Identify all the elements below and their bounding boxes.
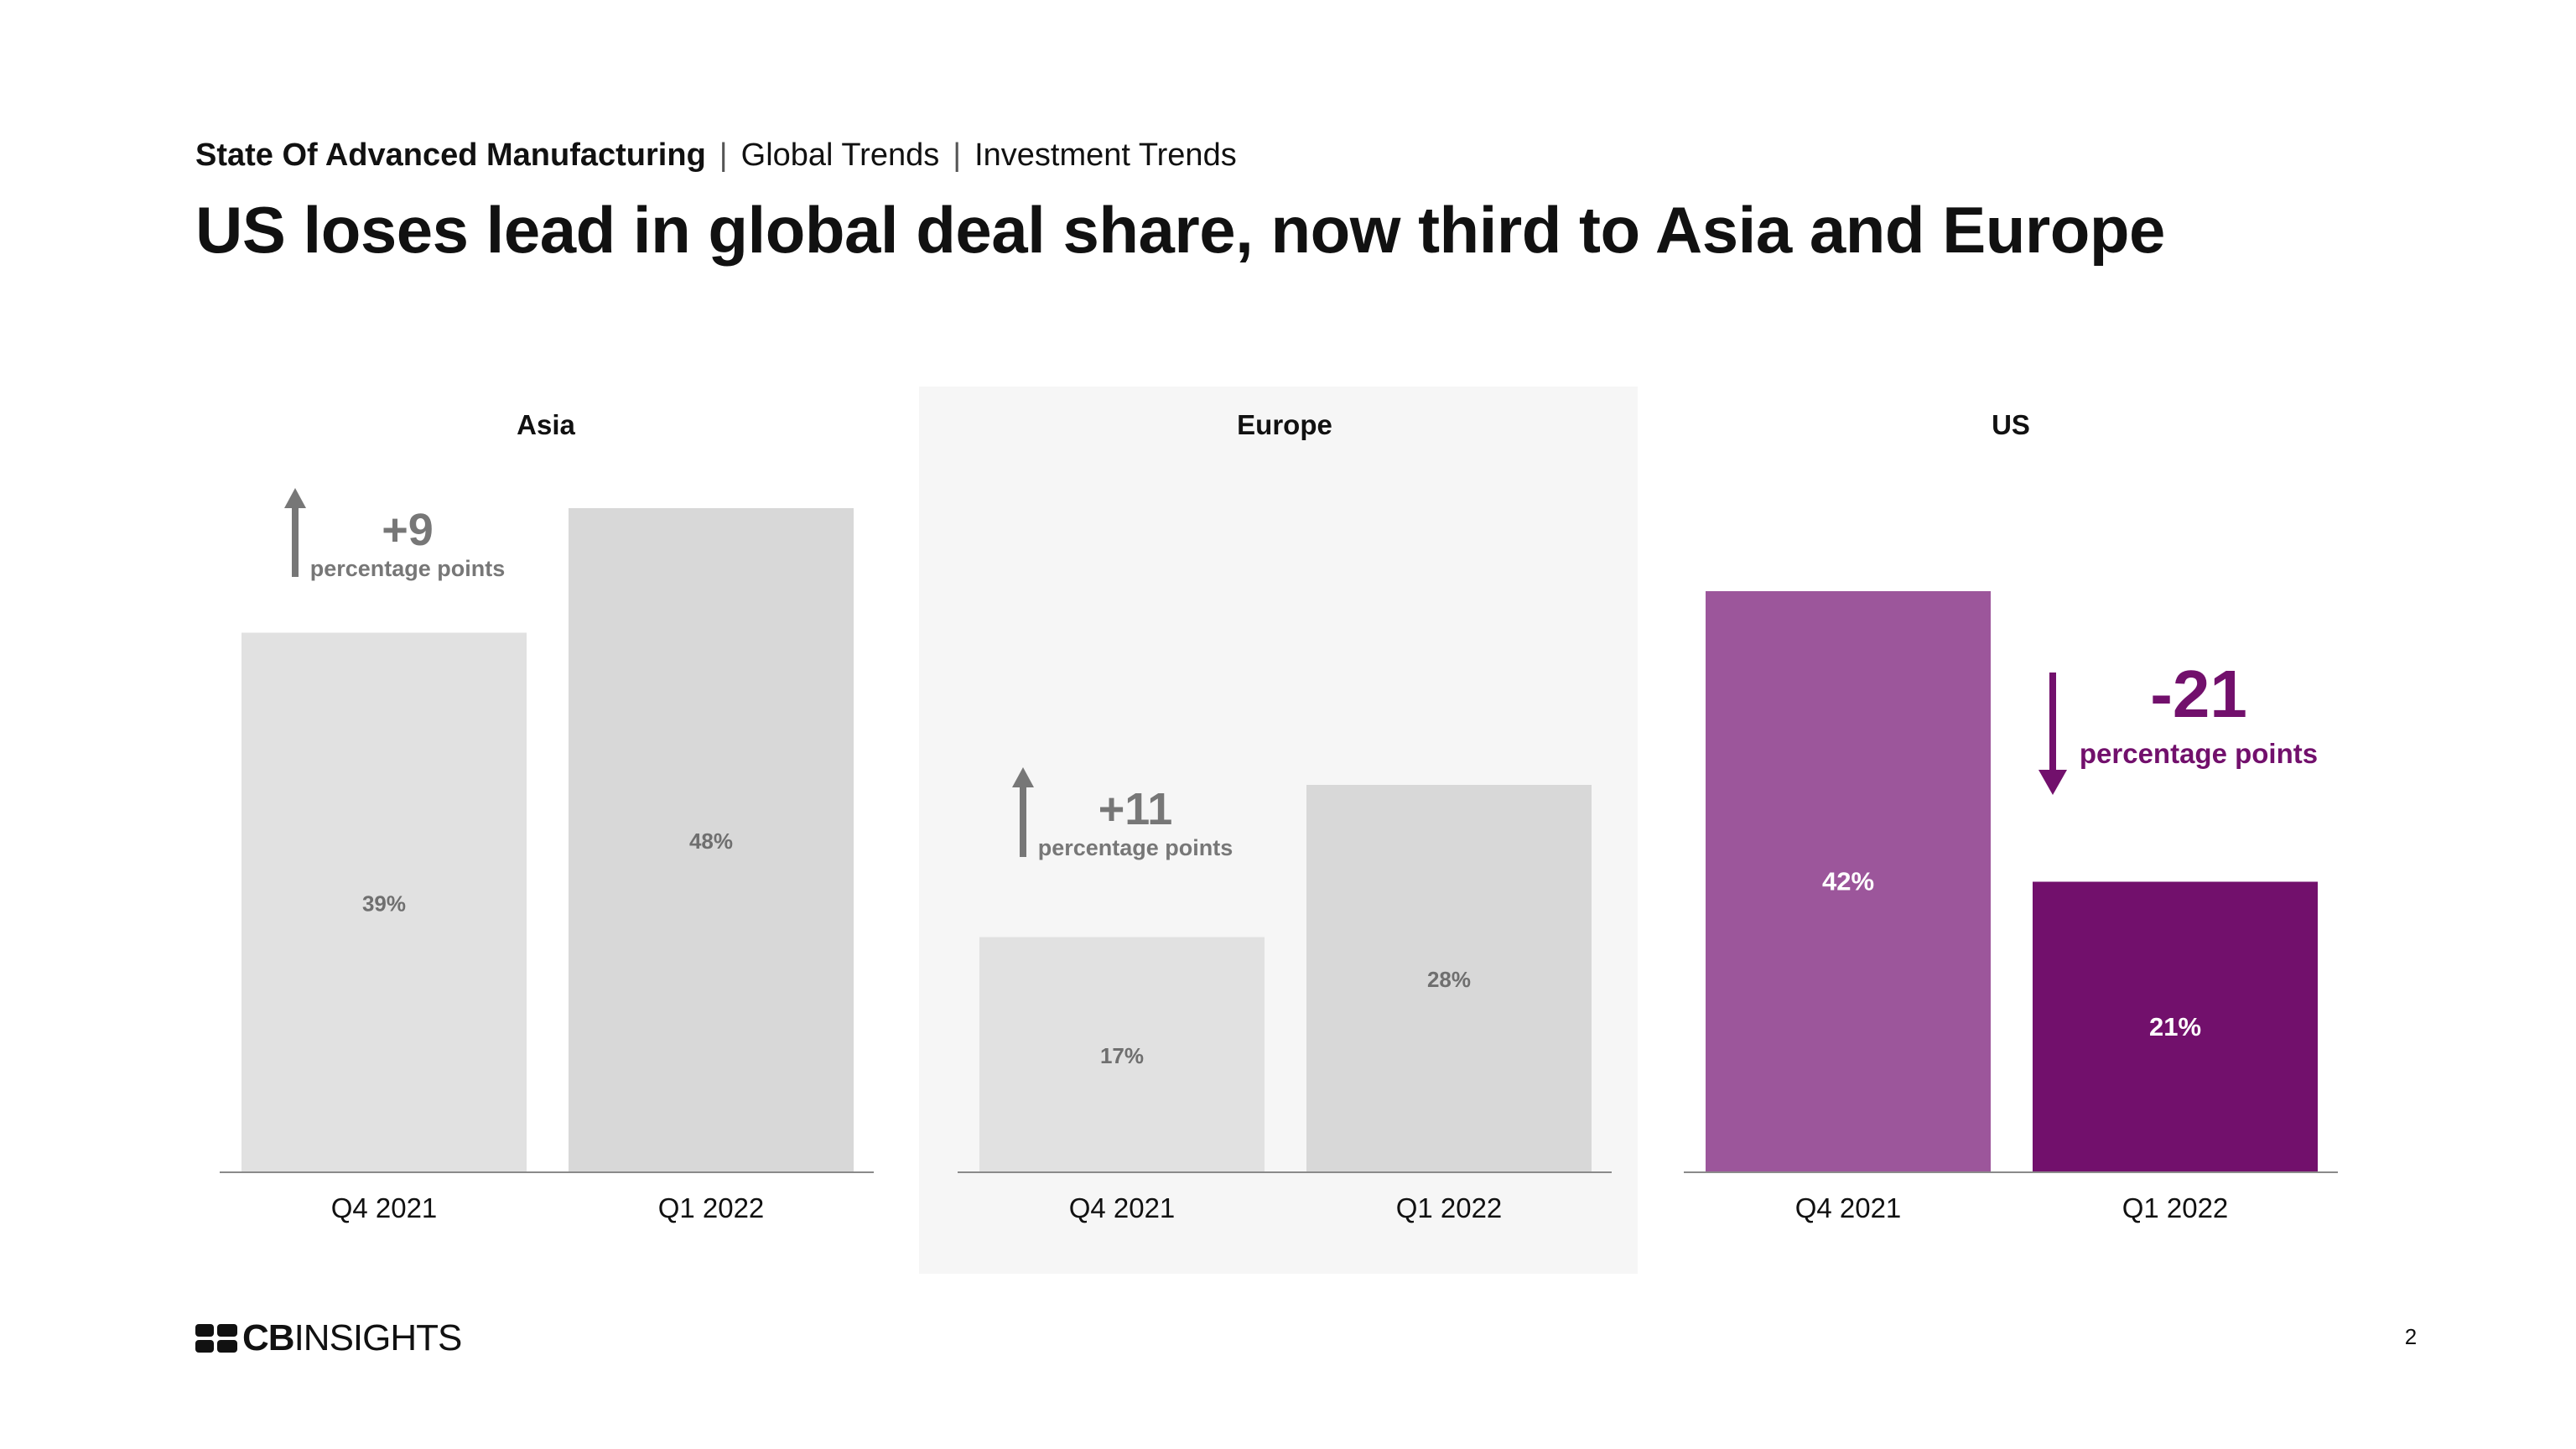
europe-category-label-q1-2022: Q1 2022 — [1396, 1192, 1503, 1223]
europe-value-label-q1-2022: 28% — [1427, 967, 1471, 992]
asia-change-arrowhead-icon — [284, 488, 306, 508]
asia-bar-q1-2022 — [569, 508, 854, 1172]
us-bar-q1-2022 — [2033, 881, 2318, 1172]
cb-insights-logo-icon — [195, 1324, 237, 1353]
europe-bar-q4-2021 — [979, 937, 1265, 1172]
us-chart-title: US — [1992, 409, 2030, 440]
logo-text-bold: CB — [242, 1317, 295, 1358]
breadcrumb-item-report: State Of Advanced Manufacturing — [195, 138, 706, 173]
europe-change-value: +11 — [1098, 784, 1173, 834]
us-change-label: percentage points — [2080, 738, 2318, 769]
us-category-label-q4-2021: Q4 2021 — [1795, 1192, 1902, 1223]
asia-bar-q4-2021 — [242, 632, 527, 1172]
us-bar-q4-2021 — [1706, 591, 1991, 1172]
europe-category-label-q4-2021: Q4 2021 — [1069, 1192, 1176, 1223]
page-title: US loses lead in global deal share, now … — [195, 193, 2165, 267]
europe-value-label-q4-2021: 17% — [1100, 1043, 1144, 1068]
us-value-label-q1-2022: 21% — [2149, 1012, 2201, 1041]
europe-change-label: percentage points — [1038, 835, 1233, 860]
breadcrumb-separator: | — [719, 138, 728, 173]
cb-insights-logo: CBINSIGHTS — [195, 1317, 463, 1358]
asia-category-label-q1-2022: Q1 2022 — [658, 1192, 765, 1223]
breadcrumb-separator: | — [953, 138, 962, 173]
asia-change-label: percentage points — [310, 556, 506, 581]
asia-chart-title: Asia — [517, 409, 575, 440]
europe-chart-title: Europe — [1237, 409, 1332, 440]
asia-change-value: +9 — [382, 505, 434, 555]
logo-text-light: INSIGHTS — [293, 1317, 463, 1358]
asia-value-label-q1-2022: 48% — [689, 828, 733, 854]
europe-bar-q1-2022 — [1306, 785, 1592, 1172]
us-change-value: -21 — [2150, 657, 2247, 731]
breadcrumb: State Of Advanced Manufacturing | Global T… — [195, 134, 1237, 176]
asia-category-label-q4-2021: Q4 2021 — [331, 1192, 438, 1223]
us-value-label-q4-2021: 42% — [1822, 867, 1874, 896]
page-number: 2 — [2404, 1324, 2418, 1349]
asia-value-label-q4-2021: 39% — [362, 891, 406, 916]
breadcrumb-item-section: Global Trends — [740, 138, 940, 173]
breadcrumb-item-topic: Investment Trends — [974, 138, 1237, 173]
europe-change-arrowhead-icon — [1012, 767, 1034, 787]
us-category-label-q1-2022: Q1 2022 — [2122, 1192, 2229, 1223]
us-change-arrowhead-icon — [2038, 770, 2067, 795]
